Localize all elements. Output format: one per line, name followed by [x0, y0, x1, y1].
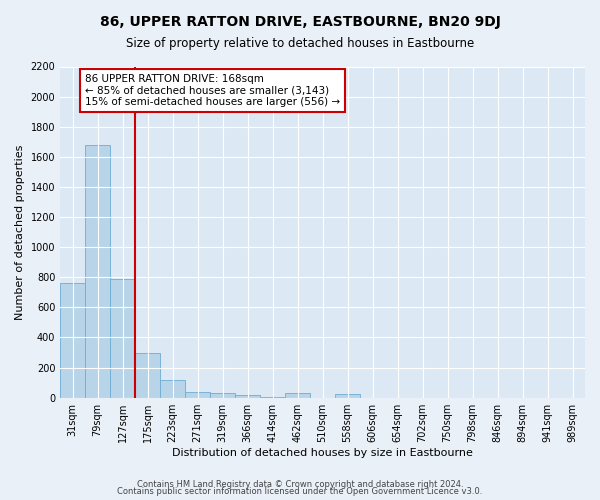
Bar — [335, 394, 360, 398]
Bar — [85, 145, 110, 398]
Bar — [135, 354, 160, 398]
Text: Contains public sector information licensed under the Open Government Licence v3: Contains public sector information licen… — [118, 487, 482, 496]
Bar — [285, 393, 310, 398]
Text: 86 UPPER RATTON DRIVE: 168sqm
← 85% of detached houses are smaller (3,143)
15% o: 86 UPPER RATTON DRIVE: 168sqm ← 85% of d… — [85, 74, 340, 107]
Bar — [210, 393, 235, 398]
X-axis label: Distribution of detached houses by size in Eastbourne: Distribution of detached houses by size … — [172, 448, 473, 458]
Bar — [185, 392, 210, 398]
Bar — [160, 380, 185, 398]
Text: 86, UPPER RATTON DRIVE, EASTBOURNE, BN20 9DJ: 86, UPPER RATTON DRIVE, EASTBOURNE, BN20… — [100, 15, 500, 29]
Text: Size of property relative to detached houses in Eastbourne: Size of property relative to detached ho… — [126, 38, 474, 51]
Y-axis label: Number of detached properties: Number of detached properties — [15, 144, 25, 320]
Bar — [60, 284, 85, 398]
Bar — [110, 279, 135, 398]
Bar — [235, 396, 260, 398]
Bar — [260, 397, 285, 398]
Text: Contains HM Land Registry data © Crown copyright and database right 2024.: Contains HM Land Registry data © Crown c… — [137, 480, 463, 489]
